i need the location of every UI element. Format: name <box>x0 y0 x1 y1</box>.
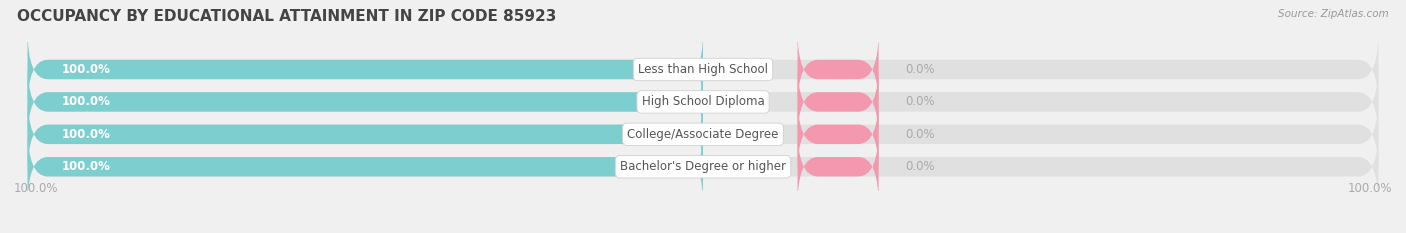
FancyBboxPatch shape <box>797 63 879 141</box>
Text: 100.0%: 100.0% <box>1347 182 1392 195</box>
FancyBboxPatch shape <box>28 31 1378 108</box>
Text: 100.0%: 100.0% <box>62 128 110 141</box>
Text: 0.0%: 0.0% <box>905 95 935 108</box>
Text: Bachelor's Degree or higher: Bachelor's Degree or higher <box>620 160 786 173</box>
Text: OCCUPANCY BY EDUCATIONAL ATTAINMENT IN ZIP CODE 85923: OCCUPANCY BY EDUCATIONAL ATTAINMENT IN Z… <box>17 9 557 24</box>
FancyBboxPatch shape <box>28 96 1378 173</box>
Text: 0.0%: 0.0% <box>905 63 935 76</box>
Text: 100.0%: 100.0% <box>14 182 59 195</box>
FancyBboxPatch shape <box>28 128 1378 206</box>
Text: Less than High School: Less than High School <box>638 63 768 76</box>
FancyBboxPatch shape <box>28 128 703 206</box>
FancyBboxPatch shape <box>797 96 879 173</box>
FancyBboxPatch shape <box>28 63 703 141</box>
FancyBboxPatch shape <box>797 31 879 108</box>
Text: College/Associate Degree: College/Associate Degree <box>627 128 779 141</box>
Text: 0.0%: 0.0% <box>905 128 935 141</box>
Text: 100.0%: 100.0% <box>62 63 110 76</box>
Text: 0.0%: 0.0% <box>905 160 935 173</box>
FancyBboxPatch shape <box>28 31 703 108</box>
Text: 100.0%: 100.0% <box>62 160 110 173</box>
FancyBboxPatch shape <box>797 128 879 206</box>
FancyBboxPatch shape <box>28 63 1378 141</box>
Text: 100.0%: 100.0% <box>62 95 110 108</box>
FancyBboxPatch shape <box>28 96 703 173</box>
Text: Source: ZipAtlas.com: Source: ZipAtlas.com <box>1278 9 1389 19</box>
Text: High School Diploma: High School Diploma <box>641 95 765 108</box>
